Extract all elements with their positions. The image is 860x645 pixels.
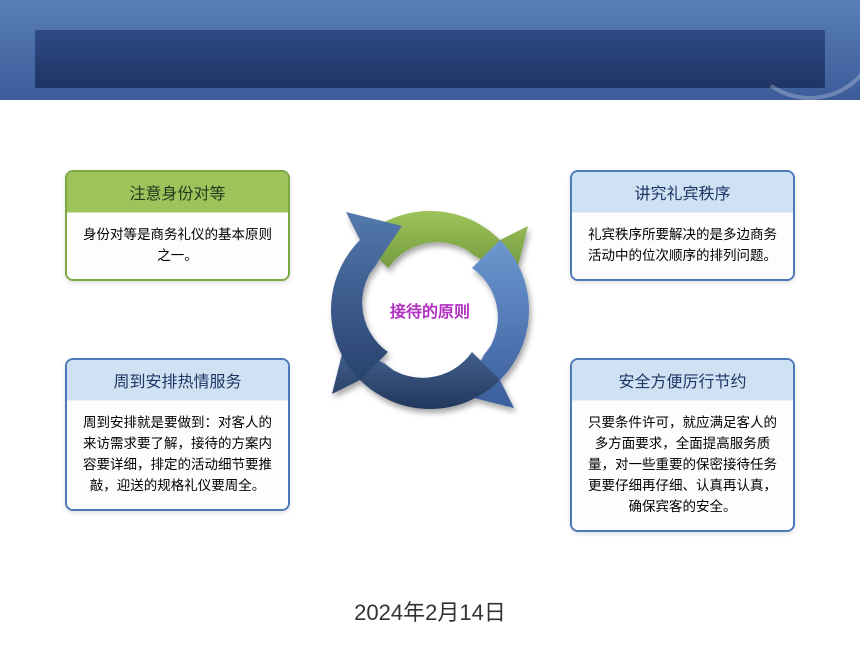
- card-bottom-right: 安全方便厉行节约 只要条件许可，就应满足客人的多方面要求，全面提高服务质量，对一…: [570, 358, 795, 532]
- card-br-title: 安全方便厉行节约: [572, 360, 793, 401]
- card-tl-title: 注意身份对等: [67, 172, 288, 213]
- card-tr-title: 讲究礼宾秩序: [572, 172, 793, 213]
- card-top-left: 注意身份对等 身份对等是商务礼仪的基本原则之一。: [65, 170, 290, 281]
- footer-date: 2024年2月14日: [354, 595, 506, 627]
- card-bottom-left: 周到安排热情服务 周到安排就是要做到：对客人的来访需求要了解，接待的方案内容要详…: [65, 358, 290, 511]
- card-bl-title: 周到安排热情服务: [67, 360, 288, 401]
- cycle-arrow-left: [331, 212, 402, 380]
- card-tl-body: 身份对等是商务礼仪的基本原则之一。: [67, 213, 288, 279]
- card-top-right: 讲究礼宾秩序 礼宾秩序所要解决的是多边商务活动中的位次顺序的排列问题。: [570, 170, 795, 281]
- title-bar: [35, 30, 825, 88]
- card-tr-body: 礼宾秩序所要解决的是多边商务活动中的位次顺序的排列问题。: [572, 213, 793, 279]
- center-title: 接待的原则: [390, 298, 470, 322]
- card-bl-body: 周到安排就是要做到：对客人的来访需求要了解，接待的方案内容要详细，排定的活动细节…: [67, 401, 288, 509]
- card-br-body: 只要条件许可，就应满足客人的多方面要求，全面提高服务质量，对一些重要的保密接待任…: [572, 401, 793, 530]
